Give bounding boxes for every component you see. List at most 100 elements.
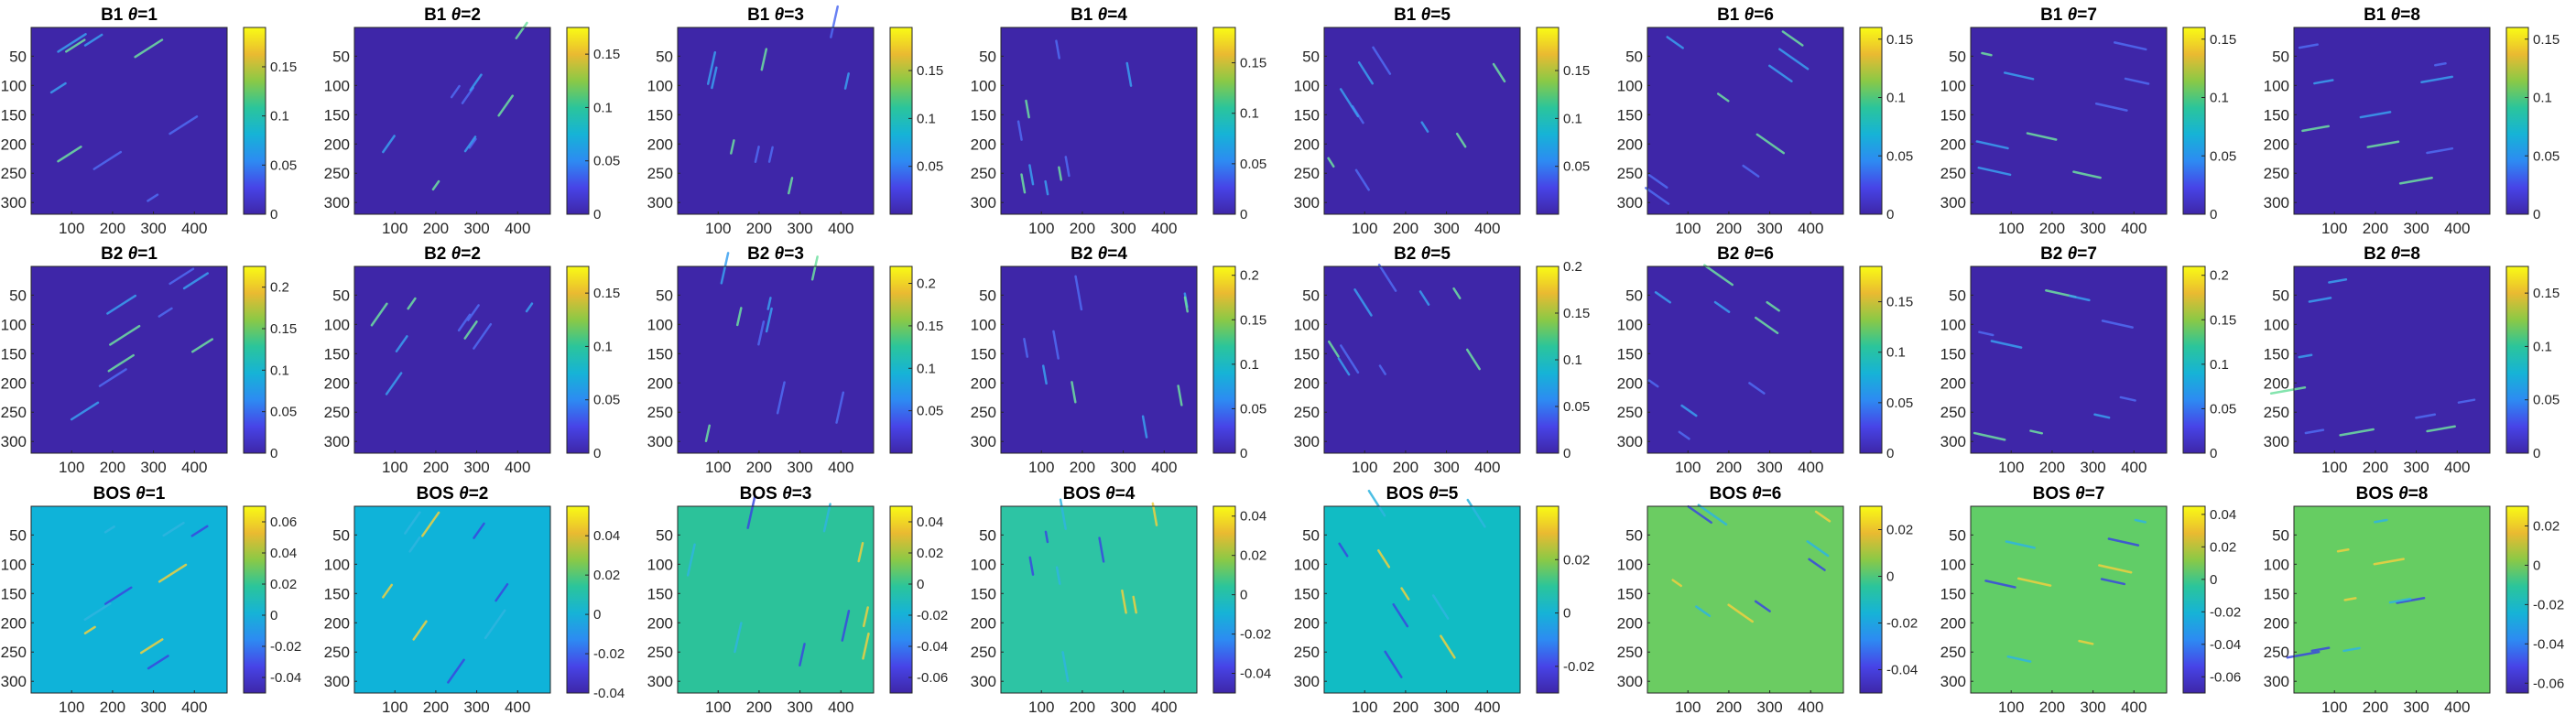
feature-streak <box>57 146 82 163</box>
feature-streak <box>1177 385 1183 406</box>
y-tick-label: 200 <box>1294 614 1320 632</box>
colorbar-tick-label: 0.1 <box>593 100 613 115</box>
colorbar-tick-label: 0.2 <box>1240 268 1259 284</box>
axes-frame <box>1647 505 1844 694</box>
colorbar-tick-label: 0 <box>1886 569 1894 585</box>
feature-streak <box>2006 655 2032 663</box>
feature-streak <box>735 307 743 327</box>
feature-streak <box>1378 364 1386 375</box>
feature-streak <box>103 525 115 534</box>
panel-title: BOS θ=3 <box>740 484 812 504</box>
x-tick-label: 400 <box>2444 220 2470 237</box>
feature-streak <box>1647 379 1659 388</box>
axes-frame <box>30 265 228 454</box>
x-tick-label: 400 <box>1474 459 1500 476</box>
feature-streak <box>162 521 185 537</box>
y-tick-label: 50 <box>1949 526 1966 544</box>
y-tick-label: 150 <box>1 345 27 363</box>
x-tick-label: 400 <box>181 699 207 715</box>
heatmap-image <box>1324 506 1520 693</box>
colorbar-tick-label: 0 <box>2533 446 2540 461</box>
colorbar-tick-label: 0.15 <box>1240 56 1266 71</box>
feature-streak <box>2398 176 2433 185</box>
y-tick-label: 200 <box>1617 614 1643 632</box>
x-tick-label: 400 <box>2444 699 2470 715</box>
panel-title: B1 θ=4 <box>1071 5 1127 25</box>
feature-streak <box>2343 597 2357 601</box>
x-tick-label: 400 <box>505 459 530 476</box>
panel-b1-theta-3: B1 θ=3 100 200 300 400 50 100 150 200 250 300 0.05 0… <box>647 5 943 237</box>
panel-b1-theta-7: B1 θ=7 100 200 300 400 50 100 150 200 250 300 0 0.05… <box>1940 5 2237 237</box>
heatmap-image <box>31 27 227 214</box>
panel-bos-theta-7: BOS θ=7 100 200 300 400 50 100 150 200 250 300 -0.0… <box>1940 484 2242 715</box>
x-tick-label: 400 <box>181 459 207 476</box>
colorbar-tick-label: 0 <box>2210 446 2217 461</box>
feature-streak <box>835 391 845 424</box>
colorbar-tick-label: 0.05 <box>1886 148 1913 164</box>
feature-streak <box>2072 170 2102 179</box>
y-tick-label: 250 <box>971 404 996 421</box>
colorbar <box>566 265 590 454</box>
feature-streak <box>2269 386 2307 395</box>
colorbar-tick-label: -0.02 <box>2210 604 2241 620</box>
y-tick-label: 300 <box>647 673 673 690</box>
colorbar-tick-label: 0 <box>1240 446 1247 461</box>
feature-streak <box>1327 340 1340 358</box>
y-tick-label: 300 <box>1294 194 1320 211</box>
colorbar <box>566 27 590 215</box>
feature-streak <box>1781 30 1804 47</box>
panel-title: B2 θ=1 <box>101 244 158 264</box>
feature-streak <box>711 66 718 90</box>
x-tick-label: 400 <box>2121 459 2147 476</box>
y-tick-label: 150 <box>971 345 996 363</box>
feature-streak <box>1978 330 1994 337</box>
colorbar-tick-label: 0.1 <box>1886 345 1906 361</box>
feature-streak <box>147 193 159 202</box>
feature-streak <box>1755 133 1786 155</box>
x-tick-label: 300 <box>1756 699 1782 715</box>
y-tick-label: 300 <box>324 673 350 690</box>
colorbar <box>2182 505 2206 694</box>
y-tick-label: 50 <box>9 48 27 65</box>
y-tick-label: 150 <box>324 345 350 363</box>
panel-bos-theta-4: BOS θ=4 100 200 300 400 50 100 150 200 250 300 -0.0… <box>971 484 1272 715</box>
colorbar-tick-label: 0.15 <box>1886 295 1913 310</box>
feature-streak <box>1367 489 1386 517</box>
y-tick-label: 250 <box>971 644 996 661</box>
y-tick-label: 50 <box>1625 526 1643 544</box>
y-tick-label: 200 <box>324 374 350 392</box>
colorbar-tick-label: 0.1 <box>2210 357 2229 373</box>
y-tick-label: 50 <box>1625 287 1643 304</box>
colorbar-tick-label: 0 <box>1240 588 1247 603</box>
feature-streak <box>1977 166 2012 177</box>
y-tick-label: 300 <box>1 673 27 690</box>
colorbar-tick-label: 0.02 <box>1240 548 1266 564</box>
colorbar-tick-label: 0.02 <box>2533 518 2560 534</box>
panel-title: BOS θ=7 <box>2033 484 2105 504</box>
y-tick-label: 250 <box>1294 644 1320 661</box>
feature-streak <box>2310 646 2331 653</box>
x-tick-label: 100 <box>382 459 408 476</box>
x-tick-label: 400 <box>828 459 853 476</box>
feature-streak <box>1132 595 1137 614</box>
colorbar-tick-label: -0.04 <box>2210 637 2241 653</box>
feature-streak <box>1680 404 1698 417</box>
axes-frame <box>1970 505 2168 694</box>
feature-streak <box>109 324 141 346</box>
feature-streak <box>190 338 213 353</box>
y-tick-label: 250 <box>1 165 27 182</box>
colorbar-tick-label: 0.02 <box>1563 552 1590 568</box>
feature-streak <box>1687 505 1712 525</box>
x-tick-label: 400 <box>2121 699 2147 715</box>
feature-streak <box>1455 132 1467 148</box>
y-tick-label: 300 <box>1617 433 1643 450</box>
feature-streak <box>734 622 743 654</box>
feature-streak <box>147 655 169 670</box>
y-tick-label: 150 <box>1 106 27 124</box>
colorbar <box>566 505 590 694</box>
colorbar <box>2182 265 2206 454</box>
feature-streak <box>1354 168 1370 191</box>
y-tick-label: 250 <box>1294 404 1320 421</box>
feature-streak <box>1400 587 1410 601</box>
feature-streak <box>1492 62 1506 83</box>
